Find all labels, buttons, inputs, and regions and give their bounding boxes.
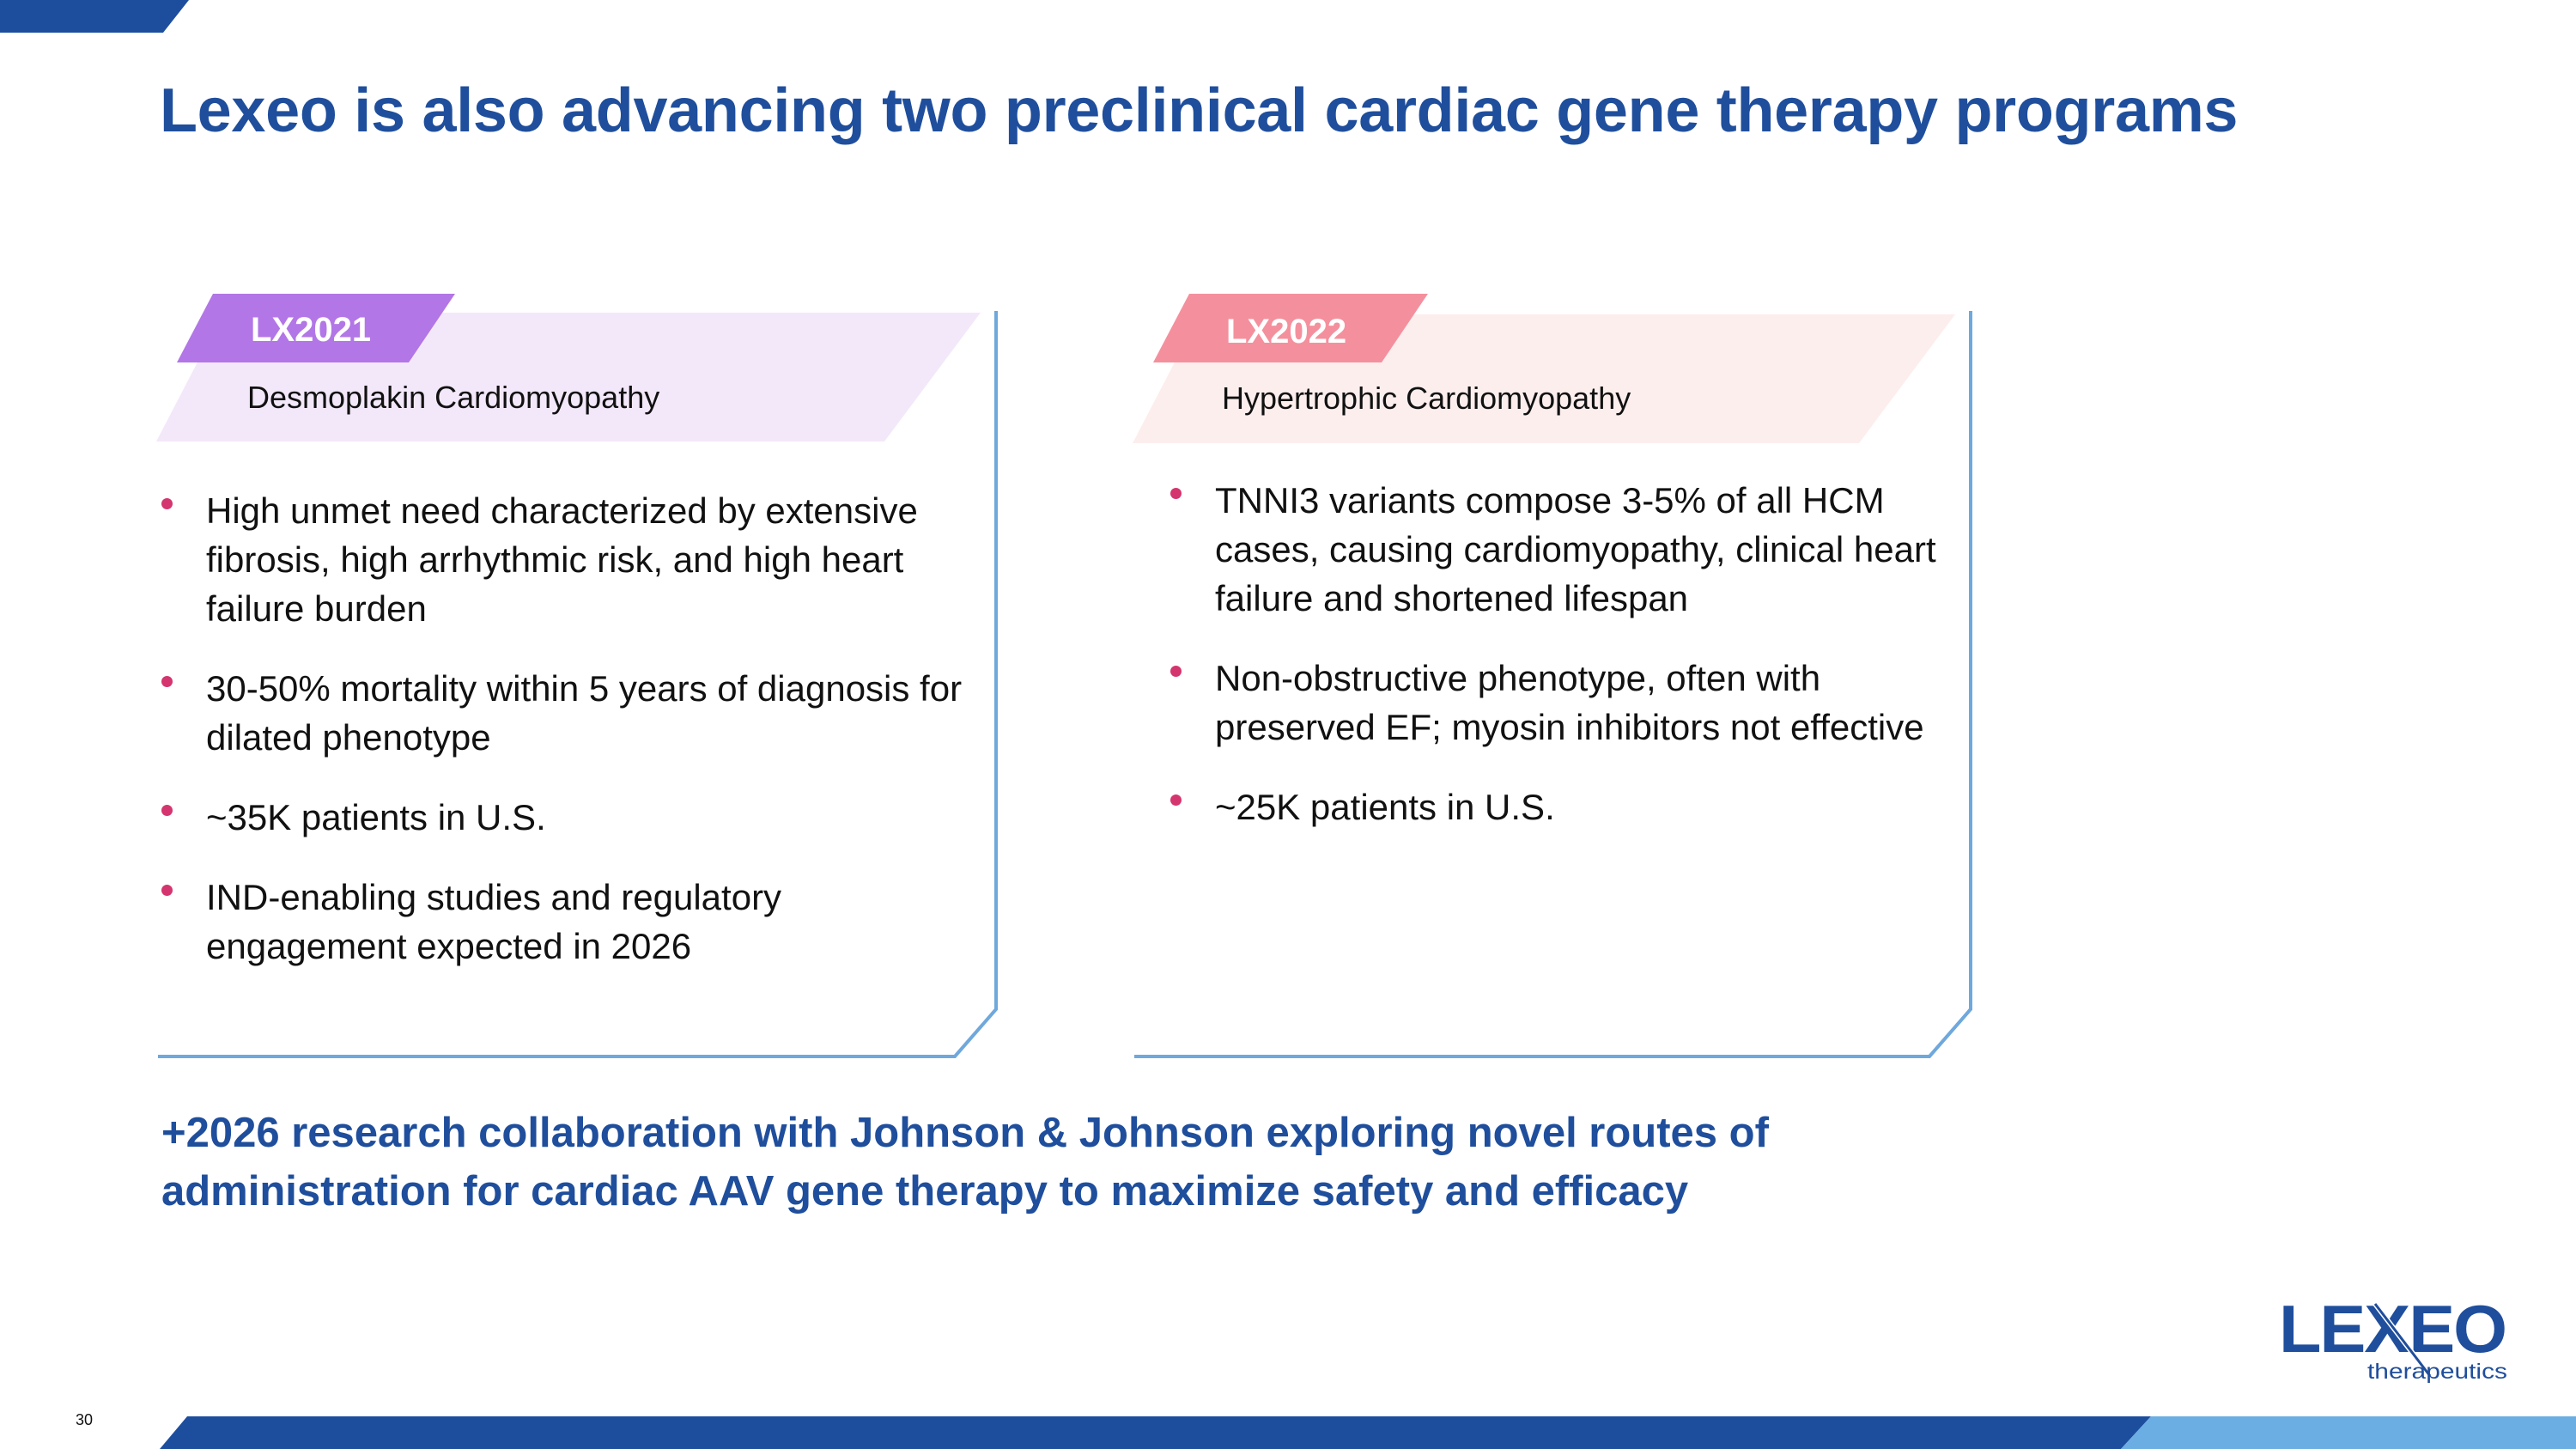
- list-item: IND-enabling studies and regulatory enga…: [158, 873, 974, 971]
- svg-text:therapeutics: therapeutics: [2367, 1360, 2507, 1384]
- list-item: ~35K patients in U.S.: [158, 793, 974, 842]
- bottom-accent-bar: [160, 1416, 2576, 1449]
- page-number: 30: [76, 1411, 94, 1428]
- lexeo-logo: LEXEO therapeutics: [2279, 1291, 2511, 1385]
- list-item: ~25K patients in U.S.: [1167, 782, 1940, 831]
- lexeo-logo-mark: LEXEO therapeutics: [2279, 1291, 2507, 1384]
- program-card-frame-1: [156, 294, 998, 1058]
- bullet-list-1: High unmet need characterized by extensi…: [158, 486, 974, 1002]
- top-accent-bar: [0, 0, 189, 33]
- program-subtitle-2: Hypertrophic Cardiomyopathy: [1222, 381, 1631, 416]
- bullet-list-2: TNNI3 variants compose 3-5% of all HCM c…: [1167, 476, 1940, 862]
- list-item: Non-obstructive phenotype, often with pr…: [1167, 654, 1940, 752]
- list-item: High unmet need characterized by extensi…: [158, 486, 974, 633]
- program-tag-lx2022: LX2022: [1226, 313, 1347, 350]
- page-title: Lexeo is also advancing two preclinical …: [160, 76, 2239, 145]
- program-subtitle-1: Desmoplakin Cardiomyopathy: [247, 380, 660, 415]
- list-item: 30-50% mortality within 5 years of diagn…: [158, 664, 974, 762]
- program-card-frame-2: [1133, 294, 1972, 1058]
- collaboration-note: +2026 research collaboration with Johnso…: [161, 1110, 1769, 1215]
- program-tag-lx2021: LX2021: [251, 311, 372, 349]
- list-item: TNNI3 variants compose 3-5% of all HCM c…: [1167, 476, 1940, 623]
